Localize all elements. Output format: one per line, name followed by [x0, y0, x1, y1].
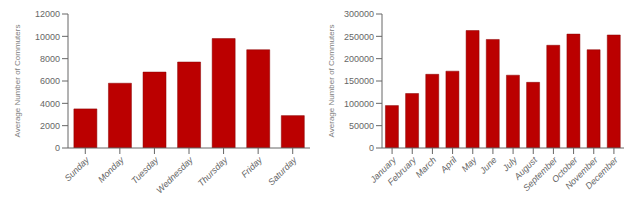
svg-text:250000: 250000	[344, 32, 374, 42]
svg-text:Average Number of Commuters: Average Number of Commuters	[13, 25, 22, 138]
svg-text:July: July	[500, 154, 519, 174]
svg-text:Monday: Monday	[96, 155, 126, 185]
svg-text:February: February	[386, 155, 419, 188]
svg-text:12000: 12000	[35, 9, 60, 19]
svg-text:300000: 300000	[344, 9, 374, 19]
svg-text:March: March	[414, 155, 439, 180]
svg-text:8000: 8000	[40, 54, 60, 64]
svg-text:0: 0	[55, 143, 60, 153]
svg-text:September: September	[521, 154, 560, 194]
svg-text:December: December	[583, 154, 620, 191]
svg-text:January: January	[368, 154, 398, 185]
svg-text:November: November	[563, 154, 600, 192]
svg-text:Thursday: Thursday	[196, 155, 230, 189]
svg-text:August: August	[512, 154, 540, 182]
svg-text:50000: 50000	[349, 121, 374, 131]
svg-text:4000: 4000	[40, 99, 60, 109]
svg-text:150000: 150000	[344, 76, 374, 86]
svg-text:Wednesday: Wednesday	[154, 155, 195, 196]
svg-text:October: October	[549, 154, 580, 185]
svg-text:Average Number of Commuters: Average Number of Commuters	[327, 25, 336, 138]
svg-text:Tuesday: Tuesday	[129, 155, 160, 186]
svg-text:2000: 2000	[40, 121, 60, 131]
svg-text:Sunday: Sunday	[63, 155, 92, 184]
svg-text:May: May	[460, 155, 479, 174]
svg-text:200000: 200000	[344, 54, 374, 64]
svg-text:June: June	[477, 155, 499, 177]
svg-text:April: April	[438, 154, 459, 175]
svg-text:Friday: Friday	[239, 155, 264, 180]
svg-text:100000: 100000	[344, 99, 374, 109]
svg-text:10000: 10000	[35, 32, 60, 42]
svg-text:0: 0	[369, 143, 374, 153]
svg-text:6000: 6000	[40, 76, 60, 86]
svg-text:Saturday: Saturday	[266, 155, 299, 188]
